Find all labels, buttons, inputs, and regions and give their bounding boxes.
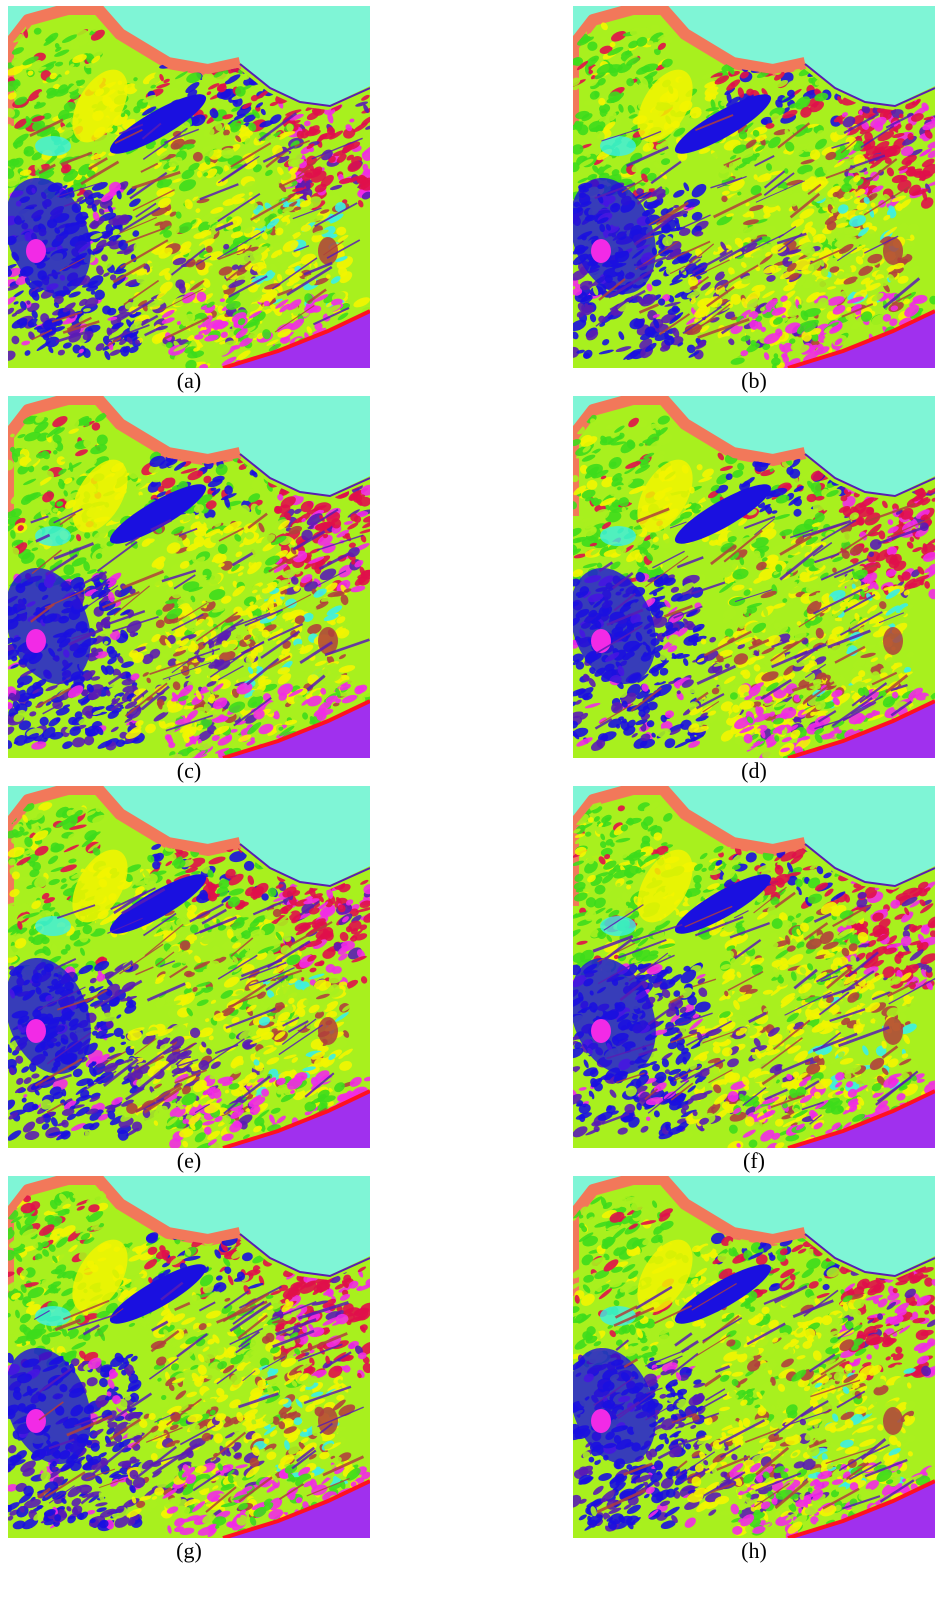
classification-map-h [573,1176,935,1538]
panel-g: (g) [8,1176,370,1565]
panel-h: (h) [573,1176,935,1565]
classification-map-f [573,786,935,1148]
caption-g: (g) [176,1538,202,1563]
classification-map-d [573,396,935,758]
classification-map-a [8,6,370,368]
caption-e: (e) [176,1148,202,1173]
panel-e: (e) [8,786,370,1175]
caption-b: (b) [741,368,767,393]
caption-c: (c) [176,758,202,783]
classification-map-c [8,396,370,758]
panel-b: (b) [573,6,935,395]
caption-d: (d) [741,758,767,783]
panel-d: (d) [573,396,935,785]
classification-map-g [8,1176,370,1538]
panel-c: (c) [8,396,370,785]
caption-h: (h) [741,1538,767,1563]
panel-a: (a) [8,6,370,395]
caption-f: (f) [743,1148,765,1173]
classification-map-b [573,6,935,368]
classification-map-e [8,786,370,1148]
panel-f: (f) [573,786,935,1175]
caption-a: (a) [176,368,202,393]
